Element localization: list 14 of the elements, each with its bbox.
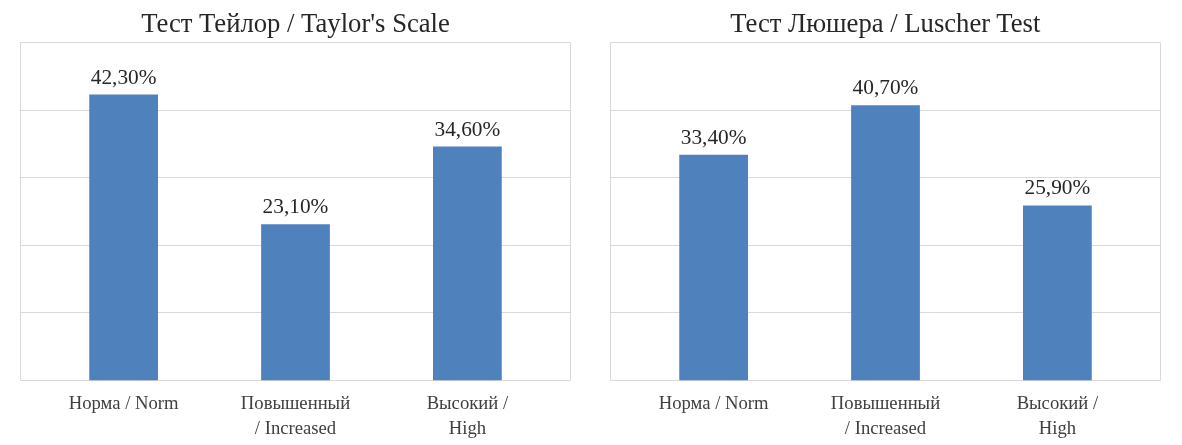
x-tick-label: Норма / Norm <box>68 391 180 413</box>
data-label: 34,60% <box>434 116 501 141</box>
x-tick-label: Повышенный / Increased <box>830 391 941 438</box>
data-label: 42,30% <box>90 64 157 89</box>
data-label: 40,70% <box>852 75 919 100</box>
data-label: 33,40% <box>680 124 747 149</box>
x-tick-label: Высокий / High <box>1016 391 1099 438</box>
data-label: 23,10% <box>262 194 329 219</box>
x-tick-label: Высокий / High <box>426 391 509 438</box>
x-tick-label: Норма / Norm <box>658 391 770 413</box>
x-tick-label: Повышенный / Increased <box>240 391 351 438</box>
data-label: 25,90% <box>1024 175 1091 200</box>
chart-title: Тест Тейлор / Taylor's Scale <box>141 7 450 38</box>
chart-title: Тест Люшера / Luscher Test <box>730 7 1041 38</box>
